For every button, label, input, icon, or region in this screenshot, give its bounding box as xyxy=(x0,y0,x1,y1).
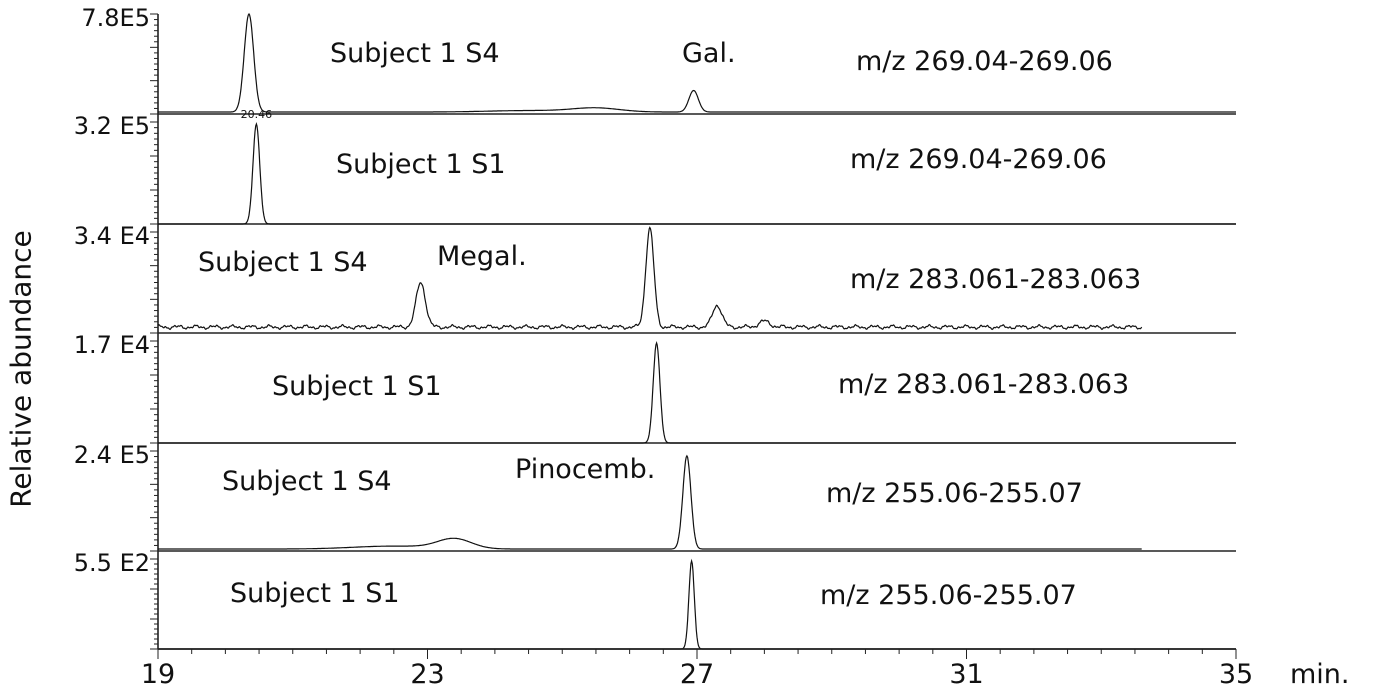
sample-label: Subject 1 S4 xyxy=(330,38,500,69)
trace-line xyxy=(157,226,1143,331)
mz-range-label: m/z 283.061-283.063 xyxy=(838,369,1129,400)
scale-label: 3.2 E5 xyxy=(74,112,150,140)
sample-label: Subject 1 S1 xyxy=(230,578,400,609)
mz-range-label: m/z 269.04-269.06 xyxy=(856,46,1113,77)
mz-range-label: m/z 269.04-269.06 xyxy=(850,144,1107,175)
x-tick-label: 23 xyxy=(410,659,444,690)
scale-label: 7.8E5 xyxy=(81,4,150,32)
scale-label: 5.5 E2 xyxy=(74,549,150,577)
x-unit-label: min. xyxy=(1290,659,1350,690)
sample-label: Subject 1 S1 xyxy=(272,371,442,402)
trace-line xyxy=(158,341,1236,444)
mz-range-label: m/z 255.06-255.07 xyxy=(820,580,1077,611)
scale-label: 2.4 E5 xyxy=(74,441,150,469)
x-tick-label: 35 xyxy=(1219,659,1253,690)
peak-label: Pinocemb. xyxy=(515,454,655,485)
scale-label: 1.7 E4 xyxy=(74,331,150,359)
trace-line xyxy=(158,12,1236,113)
x-tick-label: 27 xyxy=(680,659,714,690)
trace-line xyxy=(158,454,1142,550)
retention-time-label: 20.46 xyxy=(241,108,273,121)
sample-label: Subject 1 S1 xyxy=(336,149,506,180)
mz-range-label: m/z 255.06-255.07 xyxy=(826,478,1083,509)
peak-label: Gal. xyxy=(682,38,736,69)
peak-label: Megal. xyxy=(437,241,527,272)
x-tick-label: 31 xyxy=(949,659,983,690)
x-tick-label: 19 xyxy=(141,659,175,690)
sample-label: Subject 1 S4 xyxy=(198,247,368,278)
trace-line xyxy=(158,122,1236,225)
scale-label: 3.4 E4 xyxy=(74,222,150,250)
sample-label: Subject 1 S4 xyxy=(222,466,392,497)
mz-range-label: m/z 283.061-283.063 xyxy=(850,264,1141,295)
